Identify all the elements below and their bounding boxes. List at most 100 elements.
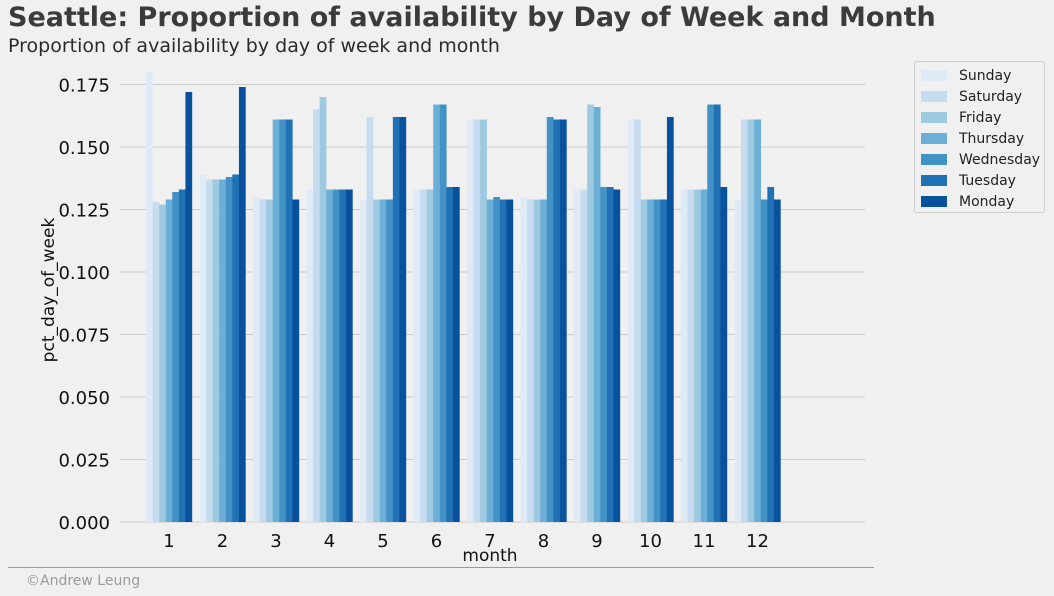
bar-saturday-month-5 <box>366 117 374 522</box>
legend-swatch <box>921 196 947 207</box>
bar-saturday-month-8 <box>527 199 534 522</box>
bar-monday-month-7 <box>506 199 514 522</box>
footer-credit: ©Andrew Leung <box>26 573 141 589</box>
bar-monday-month-11 <box>720 187 728 522</box>
bar-thursday-month-8 <box>540 199 547 522</box>
bar-thursday-month-10 <box>647 199 654 522</box>
legend-swatch <box>921 70 947 81</box>
bar-monday-month-2 <box>238 87 246 522</box>
x-tick-label: 12 <box>746 531 769 552</box>
bar-thursday-month-3 <box>272 119 280 522</box>
bar-tuesday-month-2 <box>232 174 240 522</box>
bar-sunday-month-9 <box>574 189 581 522</box>
bar-sunday-month-12 <box>734 199 742 522</box>
y-axis-label: pct_day_of_week <box>39 218 59 363</box>
bar-wednesday-month-9 <box>600 187 608 522</box>
x-tick-label: 3 <box>270 531 281 552</box>
y-tick-label: 0.025 <box>58 451 110 472</box>
x-axis-label: month <box>462 546 517 566</box>
bar-wednesday-month-6 <box>439 104 447 522</box>
bar-thursday-month-4 <box>326 189 333 522</box>
y-tick-label: 0.175 <box>58 76 110 97</box>
bar-wednesday-month-12 <box>760 199 768 522</box>
bar-wednesday-month-5 <box>386 199 394 522</box>
legend-swatch <box>921 175 947 186</box>
bar-monday-month-8 <box>559 119 567 522</box>
x-tick-label: 9 <box>591 531 602 552</box>
bar-monday-month-1 <box>185 92 193 522</box>
legend-label: Monday <box>959 193 1015 210</box>
bar-tuesday-month-11 <box>713 104 721 522</box>
bar-tuesday-month-3 <box>285 119 293 522</box>
bar-tuesday-month-8 <box>553 119 561 522</box>
bar-wednesday-month-3 <box>279 119 287 522</box>
bar-wednesday-month-1 <box>172 192 180 522</box>
bar-saturday-month-10 <box>634 119 641 522</box>
bar-friday-month-1 <box>159 204 166 522</box>
legend-label: Tuesday <box>959 172 1016 189</box>
bar-sunday-month-4 <box>306 189 314 522</box>
legend-item-monday: Monday <box>921 191 1044 212</box>
bar-wednesday-month-4 <box>332 189 340 522</box>
legend-item-friday: Friday <box>921 107 1044 128</box>
bar-sunday-month-7 <box>467 119 474 522</box>
y-tick-label: 0.000 <box>58 513 110 534</box>
bar-saturday-month-4 <box>313 109 320 522</box>
y-tick-label: 0.125 <box>58 201 110 222</box>
footer-divider <box>8 567 874 568</box>
bar-friday-month-6 <box>426 189 434 522</box>
bar-friday-month-3 <box>266 199 273 522</box>
legend-item-wednesday: Wednesday <box>921 149 1044 170</box>
bar-saturday-month-11 <box>687 189 695 522</box>
legend-item-tuesday: Tuesday <box>921 170 1044 191</box>
legend-label: Wednesday <box>959 151 1041 168</box>
bar-monday-month-3 <box>292 199 300 522</box>
bar-thursday-month-9 <box>593 107 601 522</box>
y-tick-label: 0.075 <box>58 326 110 347</box>
x-tick-label: 4 <box>324 531 335 552</box>
bar-thursday-month-11 <box>700 189 708 522</box>
bar-monday-month-12 <box>773 199 781 522</box>
bar-sunday-month-3 <box>253 197 260 522</box>
legend-item-sunday: Sunday <box>921 65 1044 86</box>
x-tick-label: 7 <box>484 531 495 552</box>
bar-sunday-month-1 <box>146 72 153 522</box>
y-tick-label: 0.050 <box>58 388 110 409</box>
bar-friday-month-12 <box>747 119 755 522</box>
bar-monday-month-10 <box>666 117 674 522</box>
bar-thursday-month-6 <box>433 104 440 522</box>
legend-swatch <box>921 154 947 165</box>
bar-sunday-month-6 <box>413 189 421 522</box>
x-tick-label: 11 <box>693 531 716 552</box>
x-tick-label: 2 <box>217 531 228 552</box>
bar-saturday-month-9 <box>580 189 588 522</box>
bar-wednesday-month-11 <box>707 104 715 522</box>
bar-saturday-month-1 <box>152 202 160 522</box>
bar-sunday-month-10 <box>627 119 635 522</box>
bar-friday-month-8 <box>533 199 541 522</box>
bar-friday-month-2 <box>212 179 220 522</box>
chart-subtitle: Proportion of availability by day of wee… <box>8 35 500 57</box>
bar-sunday-month-11 <box>681 189 688 522</box>
bar-thursday-month-1 <box>165 199 173 522</box>
x-tick-label: 8 <box>538 531 549 552</box>
bar-tuesday-month-9 <box>606 187 614 522</box>
bar-thursday-month-5 <box>379 199 387 522</box>
bar-thursday-month-2 <box>219 179 226 522</box>
x-tick-label: 6 <box>431 531 442 552</box>
bar-thursday-month-7 <box>486 199 494 522</box>
bar-sunday-month-2 <box>199 174 207 522</box>
bar-tuesday-month-4 <box>339 189 347 522</box>
bar-saturday-month-2 <box>206 179 213 522</box>
bar-saturday-month-3 <box>259 199 267 522</box>
legend: Sunday Saturday Friday Thursday Wednesday Tue… <box>914 61 1045 213</box>
bar-tuesday-month-12 <box>767 187 775 522</box>
legend-label: Saturday <box>959 88 1023 105</box>
bar-tuesday-month-10 <box>660 199 668 522</box>
bar-monday-month-5 <box>399 117 407 522</box>
bar-saturday-month-12 <box>741 119 748 522</box>
bar-saturday-month-6 <box>420 189 427 522</box>
bar-saturday-month-7 <box>473 119 481 522</box>
bar-wednesday-month-8 <box>546 117 554 522</box>
